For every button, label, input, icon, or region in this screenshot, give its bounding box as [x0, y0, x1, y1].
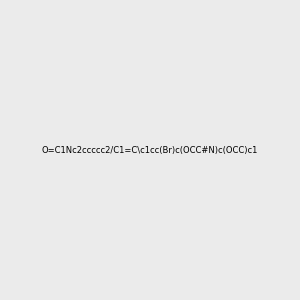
Text: O=C1Nc2ccccc2/C1=C\c1cc(Br)c(OCC#N)c(OCC)c1: O=C1Nc2ccccc2/C1=C\c1cc(Br)c(OCC#N)c(OCC…: [42, 146, 258, 154]
